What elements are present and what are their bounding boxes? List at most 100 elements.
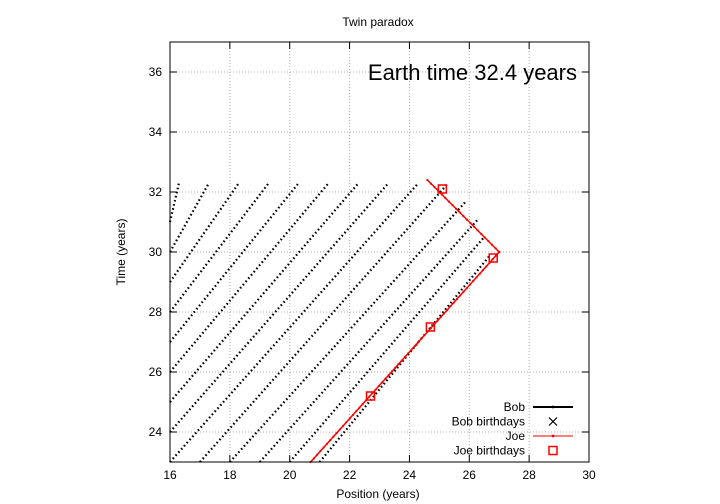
- joe-point: [458, 211, 461, 214]
- joe-point: [426, 178, 429, 182]
- joe-point: [319, 450, 322, 453]
- joe-point: [436, 319, 439, 322]
- joe-point: [413, 345, 416, 348]
- joe-point: [478, 272, 481, 275]
- x-tick-label: 28: [522, 468, 536, 482]
- joe-point: [472, 225, 476, 228]
- joe-point: [429, 326, 433, 330]
- x-tick-label: 22: [343, 468, 357, 482]
- joe-point: [440, 193, 443, 196]
- chart-title: Twin paradox: [342, 15, 413, 29]
- bob-worldline: [169, 182, 360, 403]
- legend-label: Joe: [506, 429, 526, 443]
- joe-point: [439, 316, 442, 319]
- joe-point: [416, 341, 420, 344]
- joe-point: [468, 283, 472, 286]
- joe-point: [487, 240, 490, 243]
- joe-birthday-marker: [437, 184, 448, 194]
- y-tick-label: 26: [149, 365, 163, 379]
- joe-point: [485, 265, 488, 268]
- legend-point-bob: [551, 405, 555, 409]
- joe-point: [490, 243, 494, 246]
- joe-point: [452, 301, 455, 304]
- joe-point: [469, 222, 472, 225]
- y-tick-label: 28: [149, 305, 163, 319]
- joe-point: [316, 453, 319, 456]
- x-tick-label: 16: [163, 468, 177, 482]
- joe-point: [465, 218, 468, 221]
- joe-point: [472, 279, 475, 283]
- joe-point: [390, 370, 394, 373]
- plot-frame: [169, 41, 590, 463]
- bob-worldline: [318, 254, 492, 463]
- joe-point: [449, 305, 452, 308]
- bob-worldline: [169, 182, 420, 463]
- y-tick-label: 32: [149, 185, 163, 199]
- joe-point: [459, 294, 462, 297]
- legend-label: Joe birthdays: [454, 444, 525, 458]
- joe-point: [358, 406, 361, 409]
- joe-point: [335, 431, 338, 435]
- joe-point: [476, 229, 479, 232]
- joe-point: [312, 457, 316, 460]
- legend-label: Bob: [504, 400, 526, 414]
- joe-point: [433, 186, 436, 189]
- joe-point: [394, 366, 397, 369]
- bob-worldline: [169, 182, 240, 283]
- bob-worldline: [288, 236, 486, 463]
- joe-point: [332, 435, 335, 438]
- bob-worldline: [169, 182, 330, 373]
- joe-point: [455, 207, 458, 210]
- joe-point: [325, 442, 329, 445]
- joe-point: [423, 334, 426, 337]
- joe-point: [444, 196, 447, 200]
- joe-point: [387, 374, 390, 377]
- joe-point: [407, 352, 410, 355]
- joe-point: [368, 395, 371, 398]
- joe-point: [481, 269, 485, 272]
- joe-point: [491, 258, 494, 261]
- legend-point-joe: [551, 434, 555, 438]
- x-tick-label: 18: [223, 468, 237, 482]
- x-axis-title: Position (years): [336, 487, 419, 501]
- joe-point: [377, 384, 381, 388]
- y-axis-title: Time (years): [114, 219, 128, 286]
- y-tick-label: 34: [149, 125, 163, 139]
- joe-point: [480, 232, 483, 236]
- joe-point: [345, 421, 348, 424]
- joe-point: [429, 182, 433, 185]
- joe-point: [420, 337, 423, 340]
- legend-marker-square: [548, 445, 558, 456]
- joe-point: [374, 388, 377, 391]
- joe-point: [381, 381, 384, 384]
- joe-point: [494, 247, 497, 250]
- joe-point: [498, 250, 501, 254]
- joe-point: [455, 297, 459, 301]
- bob-worldline: [199, 182, 450, 463]
- joe-point: [410, 348, 413, 351]
- joe-point: [351, 413, 355, 417]
- joe-point: [348, 417, 351, 420]
- bob-worldline: [169, 182, 270, 313]
- joe-point: [475, 276, 478, 279]
- joe-point: [400, 359, 403, 362]
- joe-point: [442, 312, 446, 315]
- joe-point: [384, 377, 387, 380]
- bob-worldline: [169, 182, 390, 433]
- y-tick-label: 36: [149, 65, 163, 79]
- joe-point: [483, 236, 486, 239]
- bob-worldline: [169, 182, 210, 253]
- legend-marker-x: [548, 417, 558, 426]
- grid: [170, 42, 589, 462]
- y-tick-label: 30: [149, 245, 163, 259]
- bob-worldline: [258, 218, 480, 463]
- y-tick-label: 24: [149, 425, 163, 439]
- joe-point: [342, 424, 345, 427]
- joe-point: [462, 214, 465, 218]
- earth-time-annotation: Earth time 32.4 years: [368, 60, 577, 85]
- x-tick-label: 30: [582, 468, 596, 482]
- bob-worldline: [169, 182, 300, 343]
- joe-point: [355, 410, 358, 413]
